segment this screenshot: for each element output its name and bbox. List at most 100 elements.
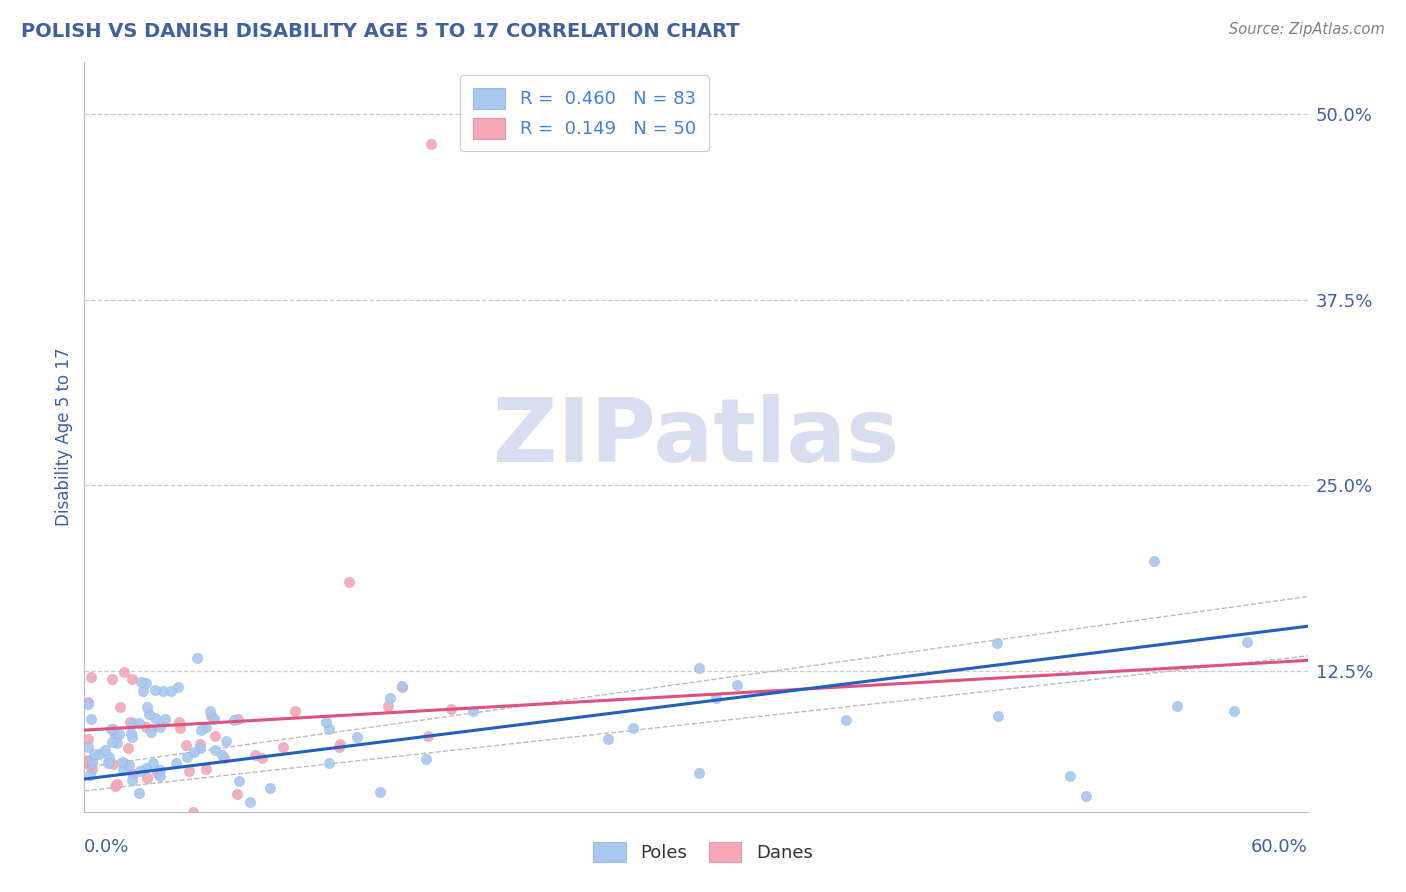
Point bbox=[121, 730, 143, 744]
Point bbox=[194, 762, 217, 776]
Point bbox=[139, 722, 162, 736]
Point bbox=[188, 741, 211, 756]
Point bbox=[103, 756, 125, 771]
Point bbox=[143, 682, 166, 697]
Point bbox=[440, 702, 463, 716]
Text: 60.0%: 60.0% bbox=[1251, 838, 1308, 856]
Point bbox=[103, 725, 125, 739]
Point bbox=[1222, 704, 1244, 718]
Point bbox=[174, 738, 197, 752]
Point bbox=[200, 709, 222, 723]
Text: ZIPatlas: ZIPatlas bbox=[494, 393, 898, 481]
Point bbox=[226, 712, 249, 726]
Point bbox=[101, 723, 124, 737]
Point bbox=[204, 743, 226, 757]
Legend: Poles, Danes: Poles, Danes bbox=[586, 834, 820, 870]
Point bbox=[77, 695, 100, 709]
Point bbox=[1236, 635, 1258, 649]
Point bbox=[87, 747, 110, 761]
Point bbox=[318, 756, 340, 770]
Point bbox=[155, 713, 177, 727]
Point bbox=[183, 746, 205, 760]
Point bbox=[211, 747, 233, 762]
Point bbox=[318, 722, 340, 736]
Point bbox=[122, 716, 145, 731]
Point bbox=[176, 750, 198, 764]
Point bbox=[165, 756, 187, 770]
Point bbox=[725, 678, 748, 692]
Point bbox=[107, 776, 129, 790]
Point bbox=[105, 736, 128, 750]
Point bbox=[420, 136, 443, 151]
Point bbox=[688, 661, 710, 675]
Text: 0.0%: 0.0% bbox=[84, 838, 129, 856]
Point bbox=[80, 752, 103, 766]
Point bbox=[122, 767, 145, 781]
Point bbox=[346, 730, 368, 744]
Point bbox=[135, 761, 157, 775]
Point bbox=[77, 697, 100, 711]
Point bbox=[108, 726, 131, 740]
Point bbox=[118, 758, 141, 772]
Point bbox=[190, 737, 212, 751]
Point bbox=[368, 784, 391, 798]
Point bbox=[121, 772, 143, 787]
Point bbox=[835, 714, 858, 728]
Point bbox=[228, 774, 250, 789]
Point bbox=[117, 741, 139, 756]
Point bbox=[418, 729, 440, 743]
Point bbox=[215, 733, 238, 747]
Point bbox=[190, 723, 212, 738]
Point bbox=[243, 748, 266, 763]
Point bbox=[391, 679, 413, 693]
Point bbox=[83, 747, 105, 762]
Point bbox=[160, 684, 183, 698]
Point bbox=[169, 722, 191, 736]
Point bbox=[79, 756, 101, 771]
Point bbox=[167, 680, 190, 694]
Point bbox=[463, 704, 485, 718]
Point bbox=[987, 709, 1010, 723]
Point bbox=[128, 716, 150, 731]
Point bbox=[378, 690, 401, 705]
Point bbox=[315, 715, 337, 730]
Point bbox=[111, 755, 134, 769]
Point bbox=[112, 756, 135, 770]
Point bbox=[1059, 769, 1081, 783]
Point bbox=[181, 805, 204, 819]
Point bbox=[82, 763, 104, 777]
Point bbox=[110, 699, 132, 714]
Point bbox=[97, 756, 120, 770]
Point bbox=[596, 731, 619, 746]
Point bbox=[142, 756, 165, 771]
Point bbox=[103, 779, 125, 793]
Text: Source: ZipAtlas.com: Source: ZipAtlas.com bbox=[1229, 22, 1385, 37]
Point bbox=[1166, 699, 1188, 714]
Point bbox=[177, 764, 200, 778]
Point bbox=[139, 725, 162, 739]
Point bbox=[112, 665, 135, 680]
Point bbox=[93, 742, 115, 756]
Point bbox=[100, 735, 122, 749]
Point bbox=[149, 763, 172, 777]
Point bbox=[239, 795, 262, 809]
Point bbox=[80, 712, 103, 726]
Point bbox=[146, 766, 169, 780]
Point bbox=[79, 768, 101, 782]
Point bbox=[120, 726, 142, 740]
Point bbox=[271, 739, 294, 754]
Point bbox=[135, 771, 157, 785]
Point bbox=[128, 786, 150, 800]
Point bbox=[415, 752, 437, 766]
Point bbox=[97, 750, 120, 764]
Text: POLISH VS DANISH DISABILITY AGE 5 TO 17 CORRELATION CHART: POLISH VS DANISH DISABILITY AGE 5 TO 17 … bbox=[21, 22, 740, 41]
Point bbox=[225, 787, 247, 801]
Point bbox=[986, 636, 1008, 650]
Point bbox=[80, 670, 103, 684]
Point bbox=[222, 713, 245, 727]
Point bbox=[194, 720, 217, 734]
Point bbox=[259, 780, 281, 795]
Point bbox=[202, 712, 225, 726]
Point bbox=[138, 706, 160, 721]
Point bbox=[1143, 554, 1166, 568]
